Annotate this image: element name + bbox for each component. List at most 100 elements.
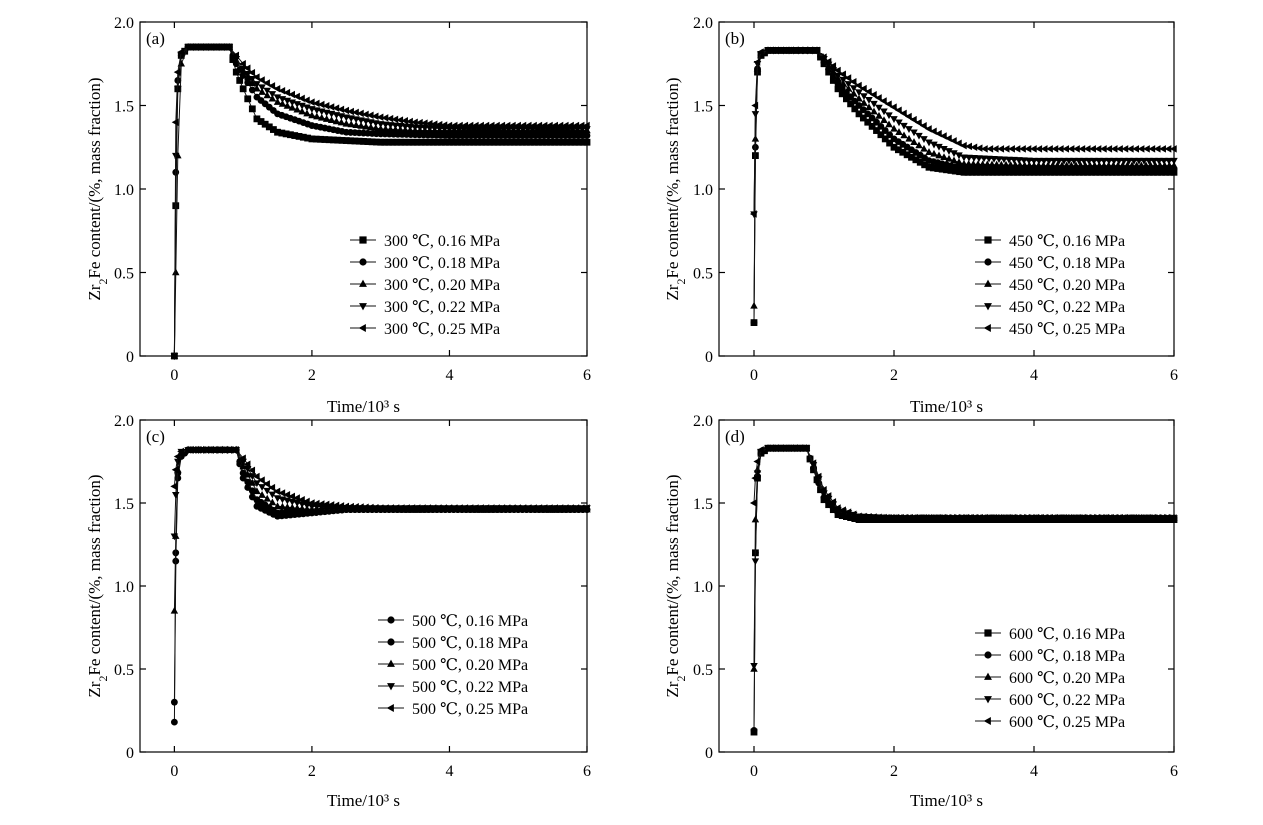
data-point: [1040, 157, 1048, 165]
data-point: [751, 515, 760, 523]
data-point: [376, 504, 384, 512]
data-point: [508, 504, 516, 512]
data-point: [1046, 145, 1053, 153]
data-point: [1019, 145, 1026, 153]
data-point: [889, 514, 897, 522]
legend-marker: [358, 324, 366, 332]
data-point: [834, 80, 842, 88]
data-point: [900, 514, 908, 522]
data-point: [885, 112, 893, 120]
data-point: [874, 94, 882, 102]
data-point: [172, 491, 180, 499]
series-4: [749, 46, 1177, 218]
data-point: [875, 111, 883, 119]
data-point: [751, 558, 760, 566]
data-point: [403, 504, 410, 512]
legend-marker: [984, 629, 992, 637]
data-point: [844, 84, 853, 92]
data-point: [955, 152, 963, 160]
data-point: [839, 506, 846, 514]
data-point: [551, 504, 558, 512]
data-point: [986, 145, 994, 153]
data-point: [567, 504, 574, 512]
data-point: [171, 118, 179, 126]
data-point: [997, 514, 1005, 522]
legend-marker: [387, 638, 395, 646]
y-tick-label: 0: [705, 745, 713, 762]
data-point: [975, 144, 983, 152]
data-point: [322, 101, 330, 110]
data-point: [1056, 514, 1064, 522]
data-point: [929, 127, 937, 136]
data-point: [288, 103, 297, 111]
data-point: [401, 117, 408, 125]
data-point: [1105, 514, 1113, 522]
data-point: [920, 136, 928, 143]
data-point: [860, 93, 868, 101]
data-point: [263, 79, 270, 87]
data-point: [925, 148, 933, 155]
legend-entry: 450 ℃, 0.16 MPa: [1009, 233, 1125, 250]
data-point: [396, 116, 404, 124]
y-tick-label: 1.5: [114, 496, 134, 513]
data-point: [1062, 514, 1070, 522]
data-point: [342, 119, 351, 127]
x-tick-label: 0: [170, 763, 178, 780]
x-axis-label: Time/10³ s: [327, 791, 400, 810]
data-point: [905, 126, 913, 133]
data-point: [849, 77, 857, 86]
data-point: [367, 123, 375, 131]
data-point: [1067, 145, 1075, 153]
series-line: [173, 449, 587, 611]
data-point: [1060, 157, 1068, 165]
data-point: [418, 504, 426, 512]
legend-entry: 500 ℃, 0.16 MPa: [412, 613, 528, 630]
data-point: [964, 159, 973, 167]
data-point: [332, 104, 340, 112]
data-point: [184, 446, 191, 454]
legend-entry: 500 ℃, 0.25 MPa: [412, 701, 528, 718]
legend-entry: 450 ℃, 0.18 MPa: [1009, 255, 1125, 272]
data-point: [172, 268, 180, 276]
legend: 450 ℃, 0.16 MPa 450 ℃, 0.18 MPa 450 ℃, 0.2…: [975, 233, 1125, 338]
data-point: [194, 43, 202, 51]
data-point: [232, 446, 239, 454]
data-point: [1020, 161, 1029, 169]
data-point: [253, 480, 261, 488]
data-point: [248, 479, 257, 486]
data-point: [413, 504, 421, 512]
panel-label: (b): [725, 29, 745, 48]
data-point: [204, 446, 212, 454]
data-point: [268, 483, 276, 492]
data-point: [1115, 157, 1123, 165]
data-point: [855, 89, 863, 97]
data-point: [1067, 514, 1075, 522]
legend: 300 ℃, 0.16 MPa 300 ℃, 0.18 MPa 300 ℃, 0.2…: [350, 233, 500, 338]
data-point: [915, 132, 923, 140]
data-point: [530, 121, 537, 130]
data-point: [938, 514, 946, 522]
data-point: [904, 112, 912, 121]
data-point: [263, 87, 271, 95]
data-point: [376, 124, 385, 132]
data-point: [1051, 145, 1059, 153]
data-point: [471, 121, 479, 130]
data-point: [327, 116, 336, 124]
data-point: [563, 126, 572, 133]
panel-label: (c): [146, 427, 165, 446]
data-point: [751, 474, 759, 482]
data-point: [1116, 514, 1123, 522]
data-point: [855, 102, 863, 109]
data-point: [1137, 145, 1145, 153]
data-point: [173, 68, 181, 76]
data-point: [1008, 514, 1016, 522]
data-point: [352, 121, 360, 129]
x-tick-label: 4: [445, 367, 453, 384]
data-point: [421, 124, 429, 132]
data-point: [940, 153, 948, 160]
data-point: [916, 514, 924, 522]
data-point: [1083, 145, 1091, 153]
series-1: [750, 444, 1178, 734]
data-point: [850, 85, 858, 93]
data-point: [944, 134, 952, 143]
